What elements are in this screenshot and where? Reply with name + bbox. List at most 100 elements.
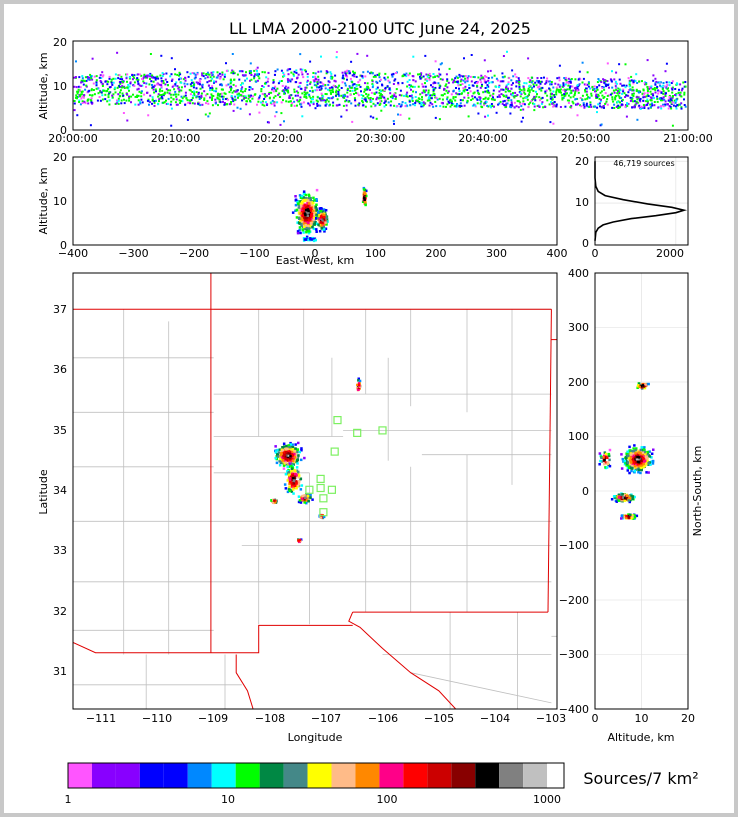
time-height-source [114,103,117,105]
time-height-source [224,92,227,95]
time-height-source [328,97,331,100]
time-height-source [597,94,600,97]
time-height-source [583,83,586,86]
time-height-source [535,84,538,87]
time-height-source [584,90,587,93]
time-height-source [555,103,558,106]
plan-source [281,449,285,452]
time-height-ylabel: Altitude, km [37,52,50,119]
time-height-source [128,97,131,100]
time-height-source [154,99,157,102]
plan-source [356,387,359,390]
time-height-source [364,105,367,108]
ew-source [363,193,366,197]
time-height-source [73,76,76,79]
time-height-source [390,100,393,103]
ew-source [306,202,309,205]
time-height-source [413,104,416,107]
ew-source [310,218,314,221]
time-height-source [351,89,354,92]
time-height-source [305,86,308,89]
time-height-source [245,96,248,99]
time-height-source [233,99,236,102]
time-height-source [219,75,222,78]
time-height-source [121,92,124,95]
time-height-source [308,95,311,98]
time-height-source [423,90,426,93]
time-height-source [623,92,626,95]
time-height-source [349,89,352,92]
time-height-source [271,86,274,89]
time-height-source [327,100,330,103]
plan-source [292,482,295,485]
time-height-source [201,103,204,106]
time-height-source [544,92,547,95]
time-height-source [236,73,239,76]
ew-source [301,221,305,225]
time-height-source [380,90,382,93]
time-height-source [325,93,328,96]
time-height-source [544,82,547,85]
time-height-source [662,90,665,93]
time-height-source [302,76,305,79]
time-height-source [552,86,555,89]
time-height-source [193,102,196,105]
ns-source [629,498,632,502]
time-height-source [352,83,355,86]
time-height-source [539,99,541,102]
time-height-source [603,81,606,84]
time-height-source [335,56,338,59]
time-height-source [322,95,325,98]
time-height-source [386,76,389,79]
plan-source [287,444,290,447]
time-height-source [470,80,473,83]
time-height-source [301,73,304,76]
time-height-source [84,80,86,83]
time-height-source [108,91,111,94]
time-height-source [79,86,82,89]
time-height-source [356,92,359,95]
time-height-source [346,75,349,78]
ew-source [311,220,314,223]
time-height-source [348,85,351,88]
ew-source [319,220,323,224]
time-height-source [212,71,215,74]
time-height-source [657,92,660,95]
time-height-source [280,69,283,72]
plan-source [284,451,288,454]
time-height-source [84,102,87,105]
time-height-source [512,82,514,85]
time-height-source [358,102,361,105]
ew-source [318,218,321,221]
ew-source [304,193,308,197]
time-height-source [589,87,592,90]
time-height-source [541,101,544,104]
time-height-source [614,82,617,85]
time-height-source [549,83,552,86]
plan-source [300,449,303,452]
time-height-source [486,84,489,87]
time-height-source [431,103,434,106]
time-height-source [564,89,567,92]
histogram-panel: 46,719 sources 0 10 20 0 2000 [575,155,689,260]
ns-source [645,382,649,386]
time-height-source [101,98,104,101]
time-height-source [621,98,624,101]
ns-source [632,452,635,455]
time-height-source [341,81,344,84]
time-height-source [108,75,111,78]
time-height-source [158,83,161,86]
plan-source [275,450,278,453]
time-height-source [421,98,424,101]
time-height-source [487,114,489,117]
time-height-source [467,92,470,95]
ew-source [304,213,307,217]
ew-source [305,235,309,239]
time-height-source [598,79,601,82]
ew-source [363,196,366,200]
time-height-source [527,57,530,60]
time-height-source [313,81,316,84]
time-height-source [449,105,452,108]
ns-source [637,461,640,464]
time-height-source [245,103,248,106]
